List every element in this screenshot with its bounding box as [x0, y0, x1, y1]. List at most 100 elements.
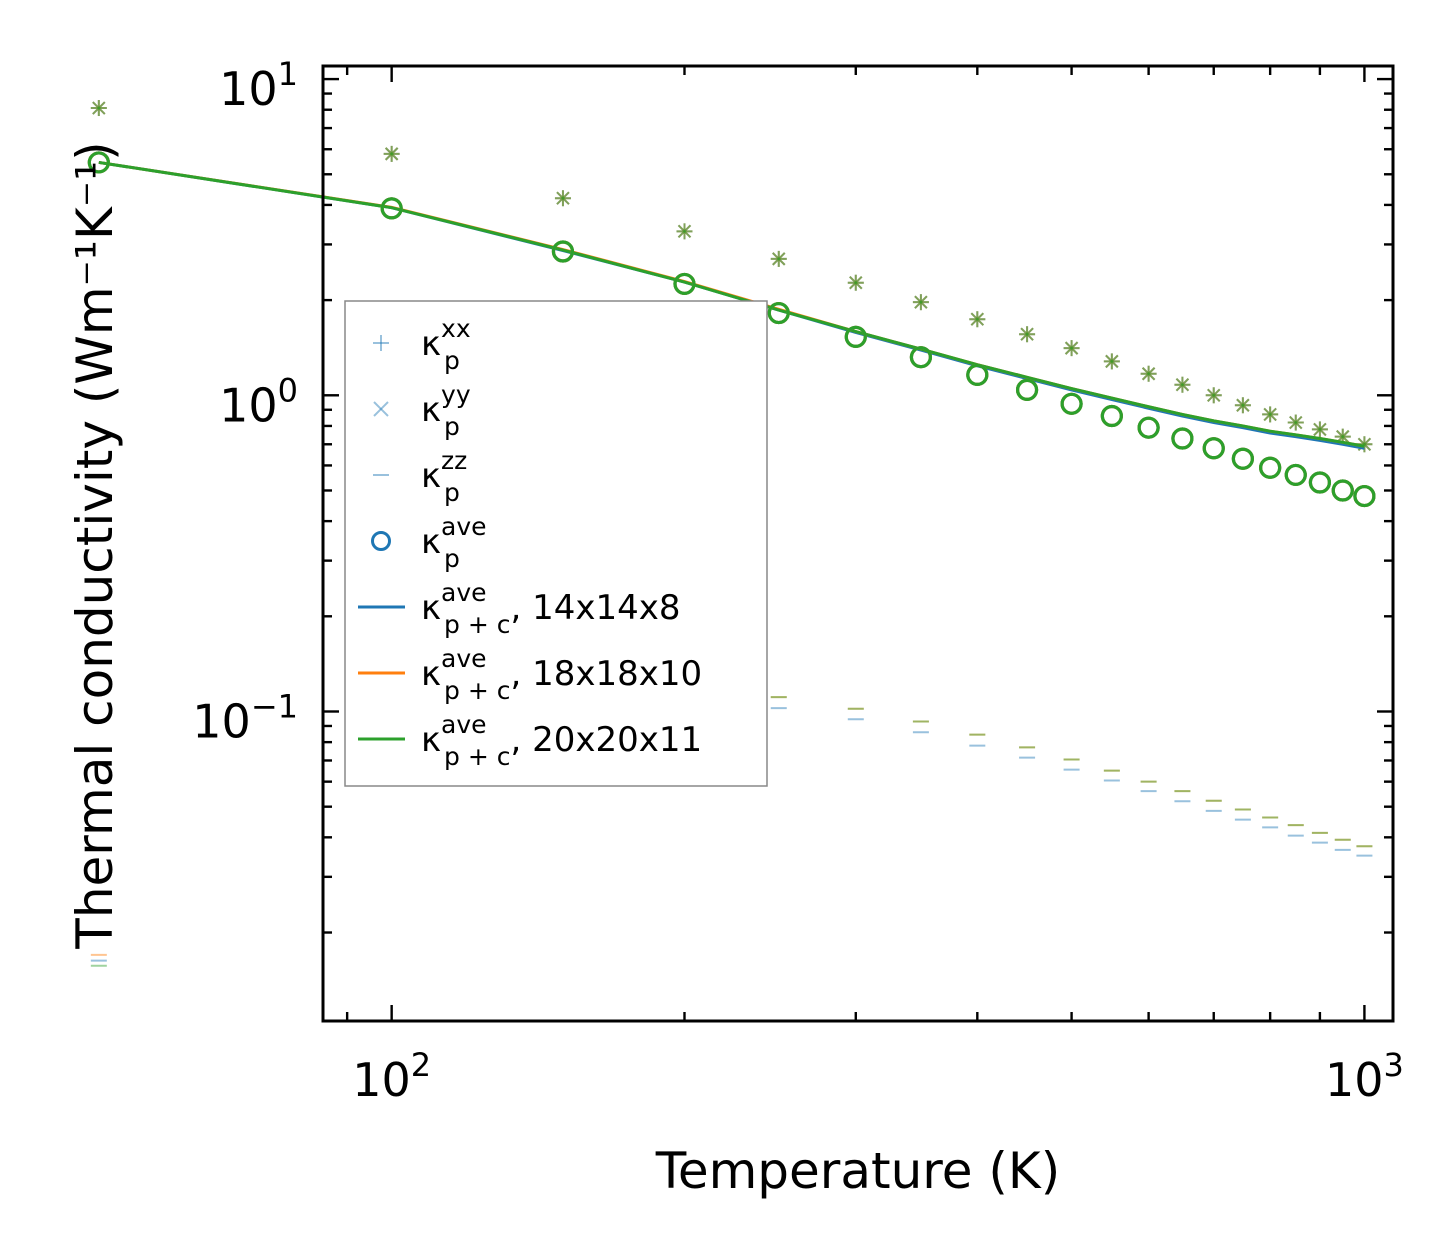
kappa-yy-marker: [677, 224, 692, 239]
kappa-yy-marker: [556, 191, 570, 205]
legend-marker-cross: [373, 401, 389, 417]
kappa-yy-marker: [677, 224, 692, 239]
kappa-yy-marker: [914, 295, 928, 309]
kappa-yy-marker: [772, 252, 786, 266]
kappa-yy-marker: [1020, 327, 1034, 341]
kappa-yy-marker: [914, 295, 928, 309]
kappa-yy-marker: [772, 252, 786, 266]
kappa-yy-marker: [970, 312, 985, 326]
kappa-yy-marker: [1263, 407, 1277, 422]
kappa-yy-marker: [556, 191, 570, 205]
kappa-ave-marker: [380, 197, 403, 220]
y-axis-label: Thermal conductivity (Wm⁻¹K⁻¹): [66, 141, 124, 949]
legend-label: κave p + c, 14x14x8: [421, 578, 681, 639]
kappa-yy-marker: [1289, 415, 1303, 430]
kappa-yy-marker: [1105, 354, 1119, 369]
kappa-yy-marker: [1141, 367, 1156, 381]
kappa-yy-marker: [1236, 398, 1250, 412]
legend-label: κave p: [421, 512, 487, 573]
kappa-yy-marker: [1141, 367, 1156, 381]
kappa-yy-marker: [1207, 388, 1221, 402]
kappa-yy-marker: [92, 101, 106, 115]
kappa-yy-marker: [92, 101, 106, 115]
kappa-yy-marker: [849, 276, 863, 290]
kappa-yy-marker: [1064, 341, 1079, 355]
kappa-yy-marker: [914, 295, 928, 309]
kappa-yy-marker: [914, 295, 928, 309]
kappa-ave-marker: [966, 363, 989, 387]
kappa-yy-marker: [1020, 327, 1034, 341]
kappa-yy-marker: [772, 252, 786, 266]
kappa-yy-marker: [1357, 437, 1372, 451]
kappa-ave-marker: [1259, 456, 1282, 479]
kappa-yy-marker: [1105, 354, 1119, 369]
kappa-yy-marker: [1141, 367, 1156, 381]
kappa-yy-marker: [1141, 367, 1156, 381]
kappa-ave-marker: [551, 240, 575, 263]
kappa-yy-marker: [772, 252, 786, 266]
kappa-yy-marker: [1064, 341, 1079, 355]
kappa-yy-marker: [1236, 398, 1250, 412]
kappa-yy-marker: [556, 191, 570, 205]
kappa-yy-marker: [1207, 388, 1221, 402]
kappa-yy-marker: [556, 191, 570, 205]
kappa-yy-marker: [384, 147, 399, 161]
kappa-yy-marker: [1020, 327, 1034, 341]
kappa-yy-marker: [677, 224, 692, 239]
x-axis-label: Temperature (K): [655, 1142, 1060, 1200]
kappa-yy-marker: [1263, 407, 1277, 422]
legend-label: κzz p: [421, 446, 467, 507]
kappa-yy-marker: [384, 147, 399, 161]
kappa-yy-marker: [1105, 354, 1119, 369]
kappa-ave-marker: [1231, 447, 1254, 470]
kappa-yy-marker: [849, 276, 863, 290]
kappa-yy-marker: [1207, 388, 1221, 402]
kappa-yy-marker: [384, 147, 399, 161]
kappa-yy-marker: [1064, 341, 1079, 355]
kappa-yy-marker: [1175, 378, 1190, 392]
kappa-yy-marker: [970, 312, 985, 326]
kappa-yy-marker: [849, 276, 863, 290]
plot-area: [87, 100, 1376, 967]
kappa-yy-marker: [1207, 388, 1221, 402]
y-tick-label: 100: [219, 371, 298, 432]
kappa-yy-marker: [1313, 422, 1327, 437]
kappa-yy-marker: [1357, 437, 1372, 451]
kappa-yy-marker: [1236, 398, 1250, 412]
kappa-yy-marker: [1020, 327, 1034, 341]
kappa-yy-marker: [1289, 415, 1303, 430]
kappa-yy-marker: [1141, 367, 1156, 381]
kappa-yy-marker: [92, 101, 106, 115]
kappa-yy-marker: [772, 252, 786, 266]
kappa-yy-marker: [970, 312, 985, 326]
kappa-ave-marker: [1100, 404, 1123, 428]
kappa-yy-marker: [914, 295, 928, 309]
kappa-yy-marker: [1105, 354, 1119, 369]
kappa-yy-marker: [970, 312, 985, 326]
series-line-20x20x11: [98, 160, 1365, 448]
kappa-ave-marker: [673, 272, 696, 296]
kappa-yy-marker: [677, 224, 692, 239]
kappa-yy-marker: [384, 147, 399, 161]
kappa-yy-marker: [1313, 422, 1327, 437]
legend-marker-cross: [373, 401, 389, 417]
axes-frame: [321, 64, 1395, 1023]
kappa-yy-marker: [1236, 398, 1250, 412]
kappa-yy-marker: [1289, 415, 1303, 430]
kappa-yy-marker: [92, 101, 106, 115]
kappa-yy-marker: [1289, 415, 1303, 430]
x-tick-label: 102: [352, 1046, 431, 1107]
kappa-yy-marker: [677, 224, 692, 239]
kappa-yy-marker: [1313, 422, 1327, 437]
kappa-ave-marker: [767, 301, 790, 325]
kappa-yy-marker: [849, 276, 863, 290]
kappa-yy-marker: [1336, 429, 1350, 444]
kappa-ave-marker: [1308, 471, 1332, 494]
kappa-ave-marker: [1202, 437, 1225, 460]
legend-label: κave p + c, 18x18x10: [421, 644, 702, 705]
kappa-yy-marker: [914, 295, 928, 309]
kappa-yy-marker: [1020, 327, 1034, 341]
kappa-yy-marker: [1175, 378, 1190, 392]
